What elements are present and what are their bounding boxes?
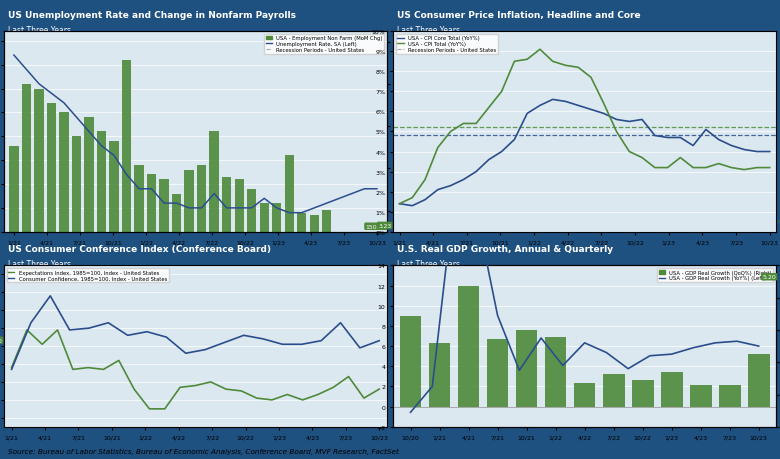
- Legend: USA - CPI Core Total (YoY%), USA - CPI Total (YoY%), Recession Periods - United : USA - CPI Core Total (YoY%), USA - CPI T…: [395, 35, 498, 55]
- Bar: [399, 316, 421, 407]
- Text: 3.23: 3.23: [378, 223, 392, 228]
- Text: US Consumer Price Inflation, Headline and Core: US Consumer Price Inflation, Headline an…: [397, 11, 640, 20]
- Text: Last Three Years: Last Three Years: [397, 259, 460, 268]
- Bar: [310, 216, 319, 375]
- Bar: [159, 180, 168, 375]
- Bar: [184, 170, 193, 375]
- Bar: [544, 337, 566, 407]
- Text: AVG: 4.82: AVG: 4.82: [777, 220, 780, 225]
- Bar: [347, 304, 356, 375]
- Bar: [147, 175, 156, 375]
- Bar: [172, 194, 181, 375]
- Bar: [210, 132, 219, 375]
- Text: Last Three Years: Last Three Years: [8, 259, 71, 268]
- Bar: [690, 386, 711, 407]
- Bar: [34, 90, 44, 375]
- Bar: [122, 61, 131, 375]
- Bar: [59, 113, 69, 375]
- Bar: [458, 286, 480, 407]
- Legend: USA - Employment Non Farm (MoM Chg), Unemployment Rate, SA (Left), Recession Per: USA - Employment Non Farm (MoM Chg), Une…: [264, 35, 385, 55]
- Text: 150.00: 150.00: [366, 224, 387, 229]
- Bar: [97, 132, 106, 375]
- Bar: [272, 204, 282, 375]
- Text: Source: Bureau of Labor Statistics, Bureau of Economic Analysis, Conference Boar: Source: Bureau of Labor Statistics, Bure…: [8, 448, 399, 454]
- Bar: [574, 384, 595, 407]
- Bar: [285, 156, 294, 375]
- Bar: [372, 304, 381, 375]
- Bar: [360, 232, 369, 375]
- Bar: [632, 381, 654, 407]
- Bar: [9, 146, 19, 375]
- Text: AVG: 5.23: AVG: 5.23: [777, 219, 780, 224]
- Bar: [603, 375, 625, 407]
- Bar: [22, 84, 31, 375]
- Text: U.S. Real GDP Growth, Annual & Quarterly: U.S. Real GDP Growth, Annual & Quarterly: [397, 244, 613, 253]
- Bar: [247, 190, 257, 375]
- Bar: [297, 213, 307, 375]
- Bar: [260, 204, 269, 375]
- Bar: [222, 178, 232, 375]
- Bar: [134, 166, 144, 375]
- Bar: [335, 232, 344, 375]
- Text: US Consumer Conference Index (Conference Board): US Consumer Conference Index (Conference…: [8, 244, 271, 253]
- Text: Last Three Years: Last Three Years: [8, 26, 71, 34]
- Bar: [516, 330, 537, 407]
- Text: 5.20: 5.20: [762, 274, 776, 280]
- Bar: [487, 339, 509, 407]
- Bar: [235, 180, 244, 375]
- Bar: [748, 354, 770, 407]
- Bar: [719, 386, 740, 407]
- Legend: USA - GDP Real Growth (QoQ%) (Right), USA - GDP Real Growth (YoY%) (Left): USA - GDP Real Growth (QoQ%) (Right), US…: [657, 269, 774, 282]
- Bar: [109, 142, 119, 375]
- Bar: [429, 343, 450, 407]
- Text: US Unemployment Rate and Change in Nonfarm Payrolls: US Unemployment Rate and Change in Nonfa…: [8, 11, 296, 20]
- Text: Last Three Years: Last Three Years: [397, 26, 460, 34]
- Legend: Expectations Index, 1985=100, Index - United States, Consumer Confidence, 1985=1: Expectations Index, 1985=100, Index - Un…: [6, 269, 168, 282]
- Bar: [47, 104, 56, 375]
- Text: 77.80: 77.80: [0, 338, 2, 343]
- Bar: [197, 166, 207, 375]
- Bar: [72, 137, 81, 375]
- Bar: [322, 211, 332, 375]
- Bar: [661, 373, 682, 407]
- Bar: [84, 118, 94, 375]
